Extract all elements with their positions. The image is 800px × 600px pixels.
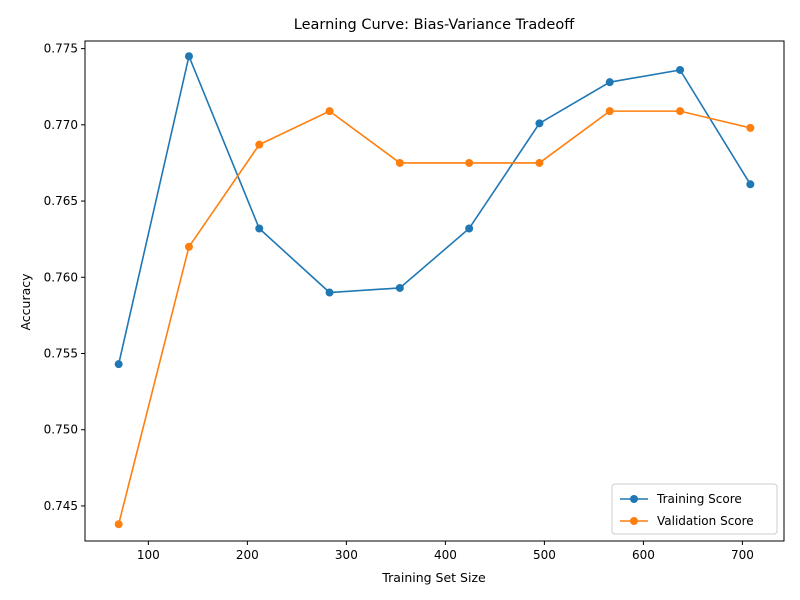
y-tick-label: 0.760 (44, 270, 78, 284)
validation-score-point (395, 158, 404, 167)
validation-score-point (255, 140, 264, 149)
legend: Training Score Validation Score (611, 483, 778, 535)
y-tick-label: 0.755 (44, 347, 78, 361)
validation-score-legend-marker (630, 517, 638, 525)
x-tick-label: 500 (533, 548, 556, 562)
x-tick-label: 700 (731, 548, 754, 562)
validation-score-point (184, 242, 193, 251)
training-score-point (465, 224, 474, 233)
y-axis-label: Accuracy (18, 273, 33, 331)
validation-score-point (325, 107, 334, 116)
validation-score-point (465, 158, 474, 167)
training-score-point (255, 224, 264, 233)
validation-score-point (605, 107, 614, 116)
validation-score-legend-label: Validation Score (657, 514, 754, 528)
validation-score-line (117, 110, 751, 525)
plot-frame (84, 40, 785, 542)
x-axis-label: Training Set Size (381, 570, 486, 585)
y-tick-label: 0.745 (44, 499, 78, 513)
training-score-point (325, 288, 334, 297)
x-axis: 100 200 300 400 500 600 700 (137, 541, 754, 562)
validation-score-point (535, 158, 544, 167)
training-score-point (184, 52, 193, 61)
y-tick-label: 0.765 (44, 194, 78, 208)
training-score-point (605, 78, 614, 87)
training-score-point (676, 65, 685, 74)
training-score-legend-marker (630, 495, 638, 503)
validation-score-point (114, 520, 123, 529)
validation-score-point (746, 123, 755, 132)
y-tick-label: 0.770 (44, 118, 78, 132)
y-tick-label: 0.750 (44, 423, 78, 437)
x-tick-label: 300 (335, 548, 358, 562)
x-tick-label: 400 (434, 548, 457, 562)
y-tick-label: 0.775 (44, 42, 78, 56)
y-axis: 0.745 0.750 0.755 0.760 0.765 0.770 0.775 (44, 42, 85, 513)
validation-score-point (676, 107, 685, 116)
training-score-point (114, 360, 123, 369)
training-score-point (746, 180, 755, 189)
x-tick-label: 600 (632, 548, 655, 562)
chart-title: Learning Curve: Bias-Variance Tradeoff (294, 17, 575, 33)
x-tick-label: 100 (137, 548, 160, 562)
training-score-legend-label: Training Score (656, 492, 742, 506)
training-score-point (535, 119, 544, 128)
legend-box (611, 483, 778, 535)
training-score-point (395, 283, 404, 292)
training-score-line (117, 53, 752, 365)
x-tick-label: 200 (236, 548, 259, 562)
